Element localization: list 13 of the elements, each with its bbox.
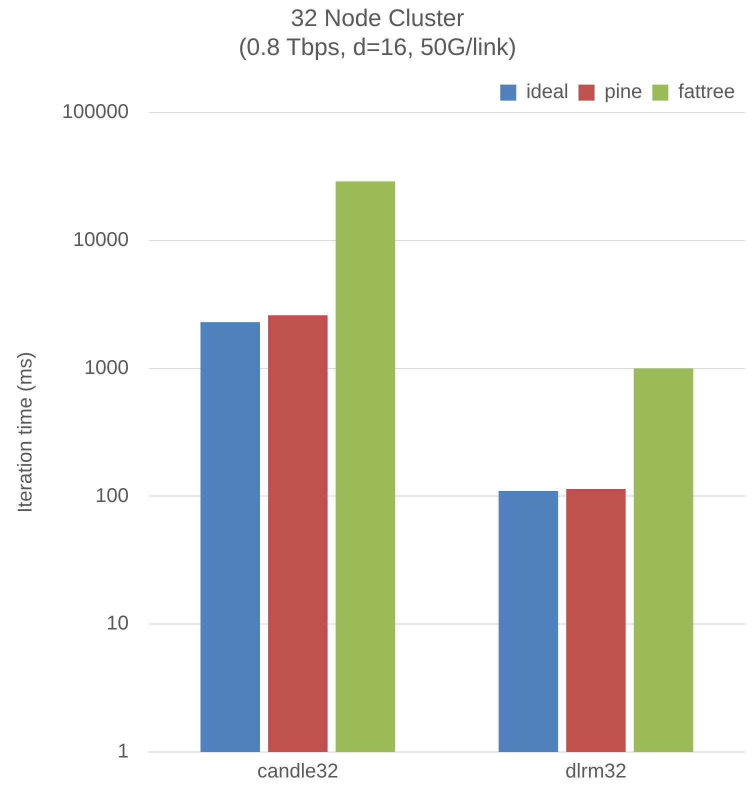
- y-tick-label: 100000: [62, 101, 129, 124]
- chart-title: 32 Node Cluster (0.8 Tbps, d=16, 50G/link): [238, 5, 516, 61]
- y-tick-label: 100: [95, 484, 129, 507]
- y-tick-label: 1: [118, 740, 129, 763]
- x-tick-label: candle32: [257, 760, 338, 783]
- x-tick-label: dlrm32: [565, 760, 627, 783]
- y-axis-title: Iteration time (ms): [14, 352, 37, 513]
- legend-label: pine: [604, 81, 642, 104]
- y-tick-label: 1000: [84, 356, 129, 379]
- y-tick-label: 10000: [73, 228, 129, 251]
- legend-label: fattree: [678, 81, 736, 104]
- legend-label: ideal: [526, 81, 568, 104]
- y-tick-label: 10: [106, 612, 129, 635]
